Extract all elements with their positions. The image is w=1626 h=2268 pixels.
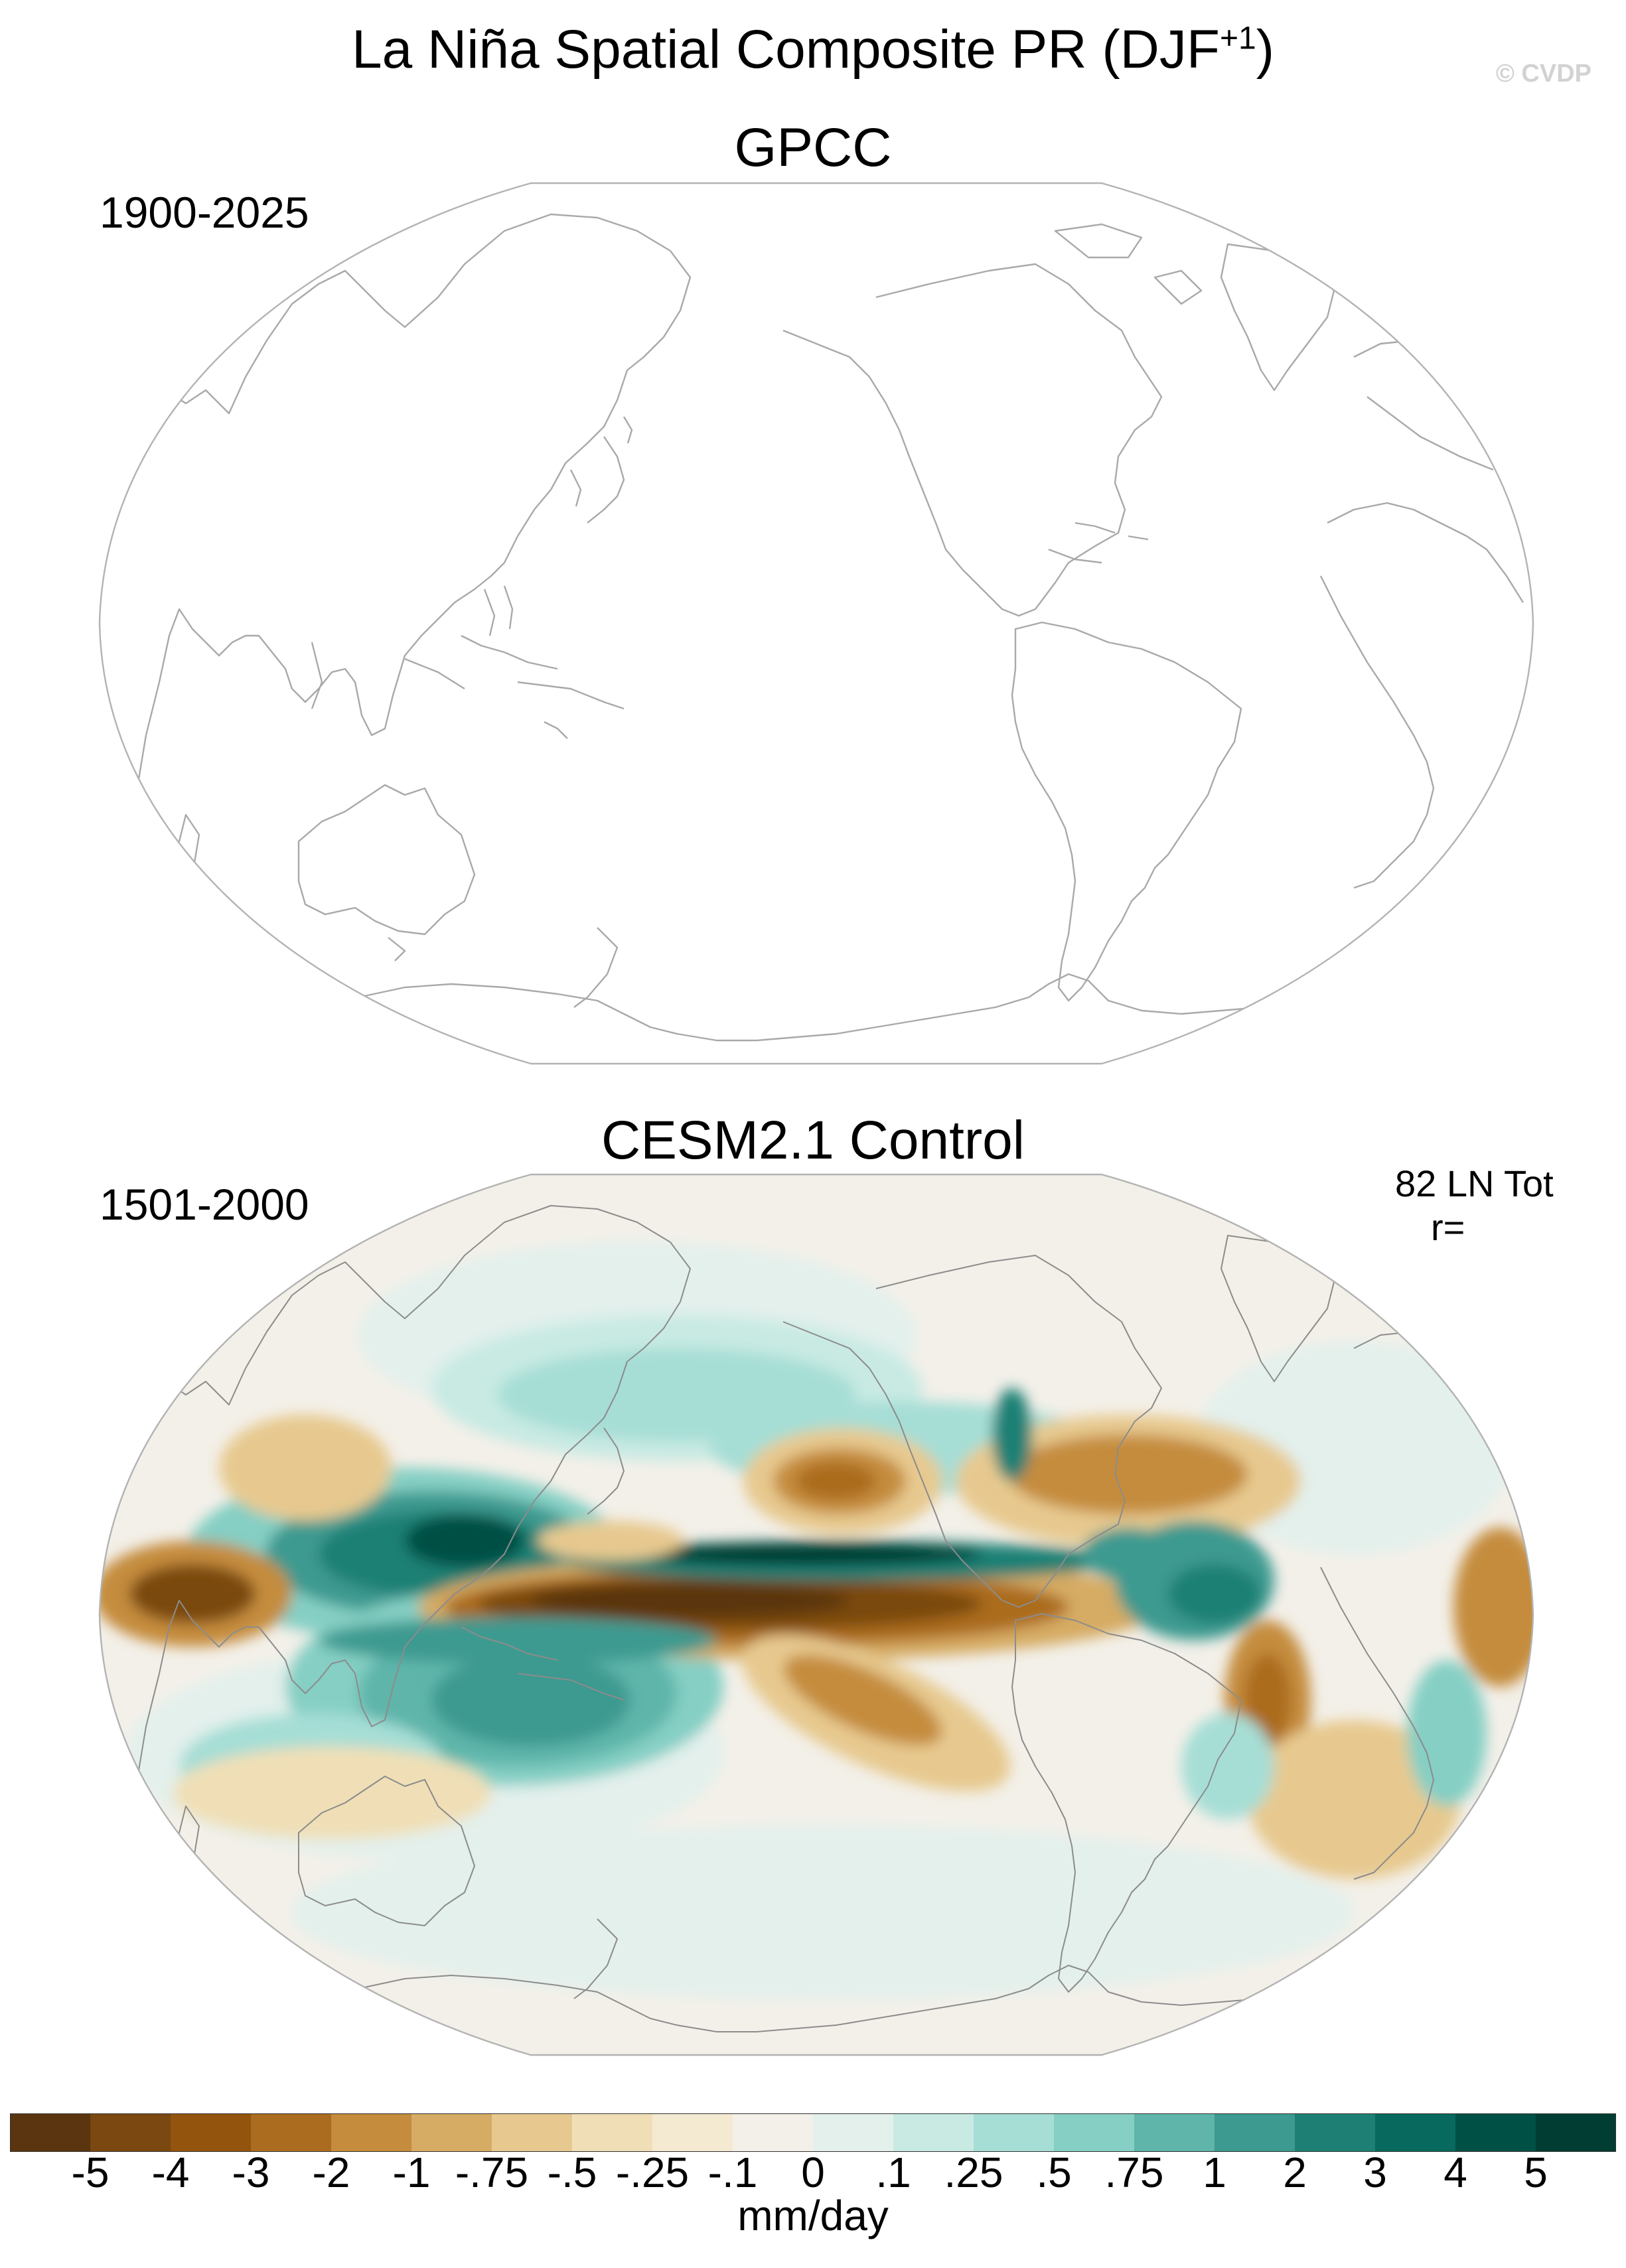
colorbar-swatch	[251, 2113, 332, 2152]
panel-years-cesm: 1501-2000	[100, 1180, 309, 1229]
colorbar-swatch	[1375, 2113, 1456, 2152]
panel-title-cesm: CESM2.1 Control	[601, 1110, 1025, 1170]
colorbar-tick-label: 3	[1363, 2149, 1387, 2196]
pattern-correlation: r=	[1431, 1206, 1465, 1248]
colorbar-tick-label: 0	[801, 2149, 825, 2196]
colorbar-swatch	[10, 2113, 91, 2152]
panel-title-gpcc: GPCC	[734, 117, 892, 178]
colorbar-tick-label: .75	[1104, 2149, 1164, 2196]
colorbar-swatch	[1455, 2113, 1536, 2152]
colorbar-swatch	[813, 2113, 894, 2152]
colorbar-swatch	[90, 2113, 171, 2152]
colorbar-tick-label: -.5	[547, 2149, 597, 2196]
map-border	[98, 1173, 1534, 2056]
map-gpcc	[98, 182, 1534, 1065]
colorbar-swatch	[331, 2113, 412, 2152]
colorbar-swatch	[492, 2113, 573, 2152]
colorbar-swatch	[572, 2113, 653, 2152]
colorbar-swatch	[1134, 2113, 1215, 2152]
colorbar-tick-label: -5	[71, 2149, 110, 2196]
colorbar-swatch	[1215, 2113, 1295, 2152]
colorbar-tick-label: .5	[1036, 2149, 1072, 2196]
figure-title: La Niña Spatial Composite PR (DJF+1)	[351, 19, 1274, 80]
colorbar-tick-label: 2	[1283, 2149, 1307, 2196]
copyright-watermark: © CVDP	[1495, 60, 1591, 88]
colorbar-tick-label: 4	[1443, 2149, 1467, 2196]
colorbar-swatch	[893, 2113, 974, 2152]
colorbar-tick-label: -3	[232, 2149, 270, 2196]
colorbar-tick-label: .1	[875, 2149, 911, 2196]
coastlines	[112, 1205, 1507, 2032]
map-border	[98, 182, 1534, 1065]
colorbar-units: mm/day	[737, 2192, 889, 2239]
colorbar-tick-label: .25	[944, 2149, 1003, 2196]
colorbar-tick-label: -.75	[455, 2149, 529, 2196]
colorbar-swatch	[1536, 2113, 1616, 2152]
map-cesm	[98, 1173, 1534, 2056]
colorbar-swatch	[733, 2113, 814, 2152]
colorbar	[10, 2113, 1616, 2152]
colorbar-tick-label: -2	[312, 2149, 350, 2196]
panel-years-gpcc: 1900-2025	[100, 188, 309, 237]
coastlines	[112, 213, 1524, 1042]
colorbar-swatch	[171, 2113, 252, 2152]
colorbar-frame	[10, 2113, 1616, 2152]
precip-anomaly-field	[100, 1174, 1533, 2055]
colorbar-swatch	[1295, 2113, 1376, 2152]
colorbar-tick-label: -4	[151, 2149, 190, 2196]
colorbar-tick-label: -.1	[707, 2149, 758, 2196]
colorbar-swatch	[974, 2113, 1055, 2152]
colorbar-swatch	[652, 2113, 733, 2152]
composite-count: 82 LN Tot	[1395, 1163, 1554, 1204]
colorbar-swatch	[1054, 2113, 1135, 2152]
colorbar-tick-label: -1	[392, 2149, 431, 2196]
colorbar-tick-label: 5	[1524, 2149, 1548, 2196]
colorbar-swatch	[411, 2113, 492, 2152]
colorbar-tick-label: 1	[1203, 2149, 1226, 2196]
colorbar-tick-label: -.25	[615, 2149, 690, 2196]
